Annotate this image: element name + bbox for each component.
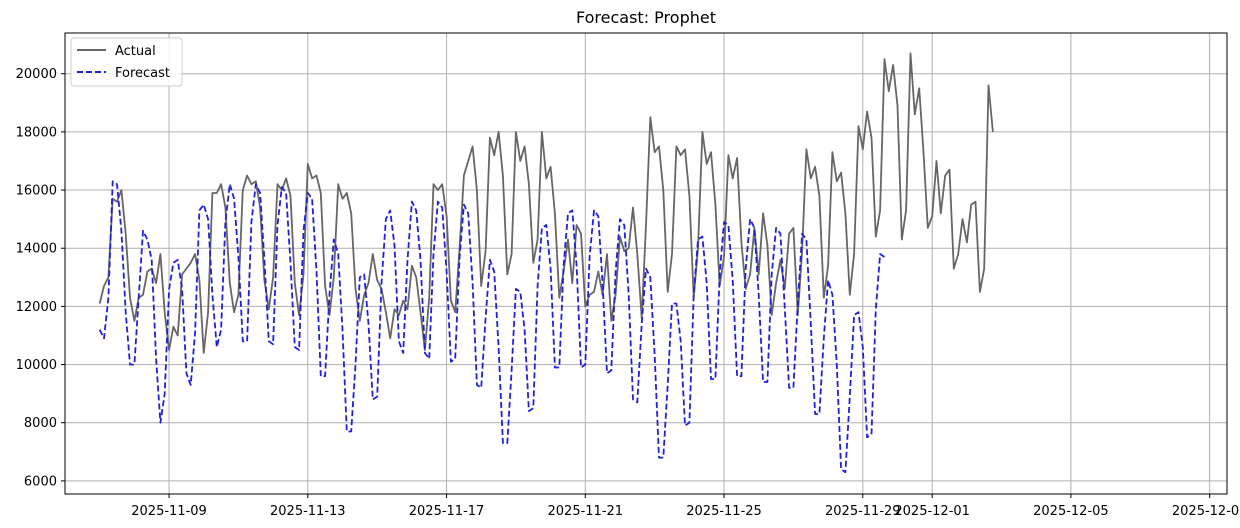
x-axis-ticks: 2025-11-09 2025-11-13 2025-11-17 2025-11-21… (131, 494, 1240, 519)
y-tick-label: 12000 (16, 300, 57, 315)
y-tick-label: 20000 (16, 67, 57, 82)
x-tick-label: 2025-12-05 (1033, 504, 1109, 519)
y-tick-label: 6000 (24, 474, 57, 489)
x-tick-label: 2025-11-17 (409, 504, 485, 519)
x-tick-label: 2025-11-29 (825, 504, 901, 519)
x-tick-label: 2025-11-25 (686, 504, 762, 519)
legend-forecast-label: Forecast (115, 66, 170, 81)
y-tick-label: 10000 (16, 358, 57, 373)
y-axis-ticks: 6000 8000 10000 12000 14000 16000 18000 20000 (16, 67, 65, 489)
plot-frame (64, 32, 1228, 495)
x-tick-label: 2025-11-09 (131, 504, 207, 519)
legend: Actual Forecast (70, 37, 183, 87)
y-tick-label: 16000 (16, 184, 57, 199)
grid-lines (65, 33, 1227, 494)
x-tick-label: 2025-11-21 (548, 504, 624, 519)
series-line-forecast (98, 180, 886, 474)
y-tick-label: 18000 (16, 125, 57, 140)
x-tick-label: 2025-11-13 (270, 504, 346, 519)
series-line-actual (98, 52, 994, 354)
legend-actual-label: Actual (115, 44, 156, 59)
x-tick-label: 2025-12-09 (1172, 504, 1240, 519)
y-tick-label: 8000 (24, 416, 57, 431)
x-tick-label: 2025-12-01 (894, 504, 970, 519)
series-lines (98, 52, 994, 474)
chart-title: Forecast: Prophet (576, 8, 716, 27)
y-tick-label: 14000 (16, 242, 57, 257)
